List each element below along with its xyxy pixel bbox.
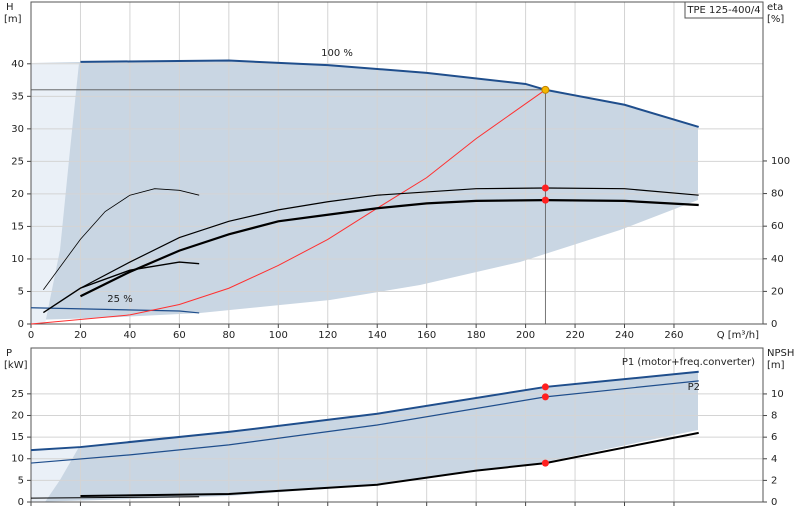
y-axis-unit: [kW] [4, 360, 28, 371]
title-box [684, 1, 764, 19]
y-axis-label: P [6, 348, 12, 359]
y-tick-label: 20 [11, 189, 24, 200]
duty-point [541, 393, 549, 401]
x-tick-label: 200 [516, 330, 535, 341]
y2-tick-label: 20 [771, 286, 784, 297]
y-axis-unit: [m] [4, 14, 22, 25]
y-tick-label: 10 [11, 254, 24, 265]
series-line [30, 496, 200, 499]
y-tick-label: 25 [11, 389, 24, 400]
y-axis-label: H [6, 2, 14, 13]
y2-tick-label: 10 [771, 389, 784, 400]
plot-frame [30, 1, 764, 325]
y2-axis-unit: [m] [767, 360, 785, 371]
chart-title: TPE 125-400/4 [686, 5, 760, 16]
series-line [80, 431, 699, 497]
x-tick-label: 80 [222, 330, 235, 341]
y-tick-label: 15 [11, 221, 24, 232]
y-tick-label: 25 [11, 156, 24, 167]
power-range-edge [31, 447, 79, 502]
x-tick-label: 0 [28, 330, 34, 341]
y2-tick-label: 40 [771, 254, 784, 265]
x-tick-label: 220 [566, 330, 585, 341]
y2-axis-label: NPSH [767, 348, 794, 359]
series-line [80, 59, 699, 128]
y2-tick-label: 8 [771, 411, 777, 422]
y2-tick-label: 100 [771, 156, 790, 167]
series-label: P1 (motor+freq.converter) [622, 357, 755, 368]
series-label: 25 % [107, 294, 132, 305]
x-tick-label: 40 [124, 330, 137, 341]
plot-layer: 0 20 40 60 80 100 120 140 160 180 200 220 240 2600510… [4, 1, 794, 508]
series-line [80, 187, 699, 289]
series-line [79, 198, 699, 298]
x-tick-label: 100 [269, 330, 288, 341]
plot-frame [30, 347, 764, 503]
series-line [30, 89, 546, 325]
duty-point [541, 85, 550, 94]
series-line [43, 188, 200, 290]
y2-axis-label: eta [767, 2, 783, 13]
y-tick-label: 35 [11, 91, 24, 102]
duty-point [541, 383, 549, 391]
duty-point [541, 196, 549, 204]
y-tick-label: 5 [18, 286, 24, 297]
y-tick-label: 15 [11, 432, 24, 443]
x-tick-label: 240 [615, 330, 634, 341]
y-tick-label: 30 [11, 124, 24, 135]
x-tick-label: 260 [664, 330, 683, 341]
x-tick-label: 120 [318, 330, 337, 341]
series-line [42, 261, 200, 314]
x-tick-label: 60 [173, 330, 186, 341]
y2-tick-label: 60 [771, 221, 784, 232]
x-tick-label: 140 [368, 330, 387, 341]
x-tick-label: 160 [417, 330, 436, 341]
series-line [30, 380, 699, 464]
y2-tick-label: 80 [771, 189, 784, 200]
y2-tick-label: 2 [771, 475, 777, 486]
y2-tick-label: 0 [771, 497, 777, 508]
x-tick-label: 20 [74, 330, 87, 341]
y-tick-label: 40 [11, 59, 24, 70]
series-line [30, 307, 200, 314]
duty-point [541, 184, 549, 192]
duty-point [541, 459, 549, 467]
y-tick-label: 0 [18, 319, 24, 330]
y-tick-label: 5 [18, 475, 24, 486]
y2-tick-label: 4 [771, 454, 777, 465]
series-line [30, 370, 699, 452]
y-tick-label: 0 [18, 497, 24, 508]
y2-tick-label: 6 [771, 432, 777, 443]
series-label: P2 [688, 382, 700, 393]
series-label: 100 % [321, 48, 353, 59]
y2-tick-label: 0 [771, 319, 777, 330]
y-tick-label: 20 [11, 410, 24, 421]
y-tick-label: 10 [11, 454, 24, 465]
x-axis-label: Q [m³/h] [717, 330, 759, 341]
x-tick-label: 180 [467, 330, 486, 341]
operating-range [31, 61, 698, 320]
y2-axis-unit: [%] [767, 14, 784, 25]
